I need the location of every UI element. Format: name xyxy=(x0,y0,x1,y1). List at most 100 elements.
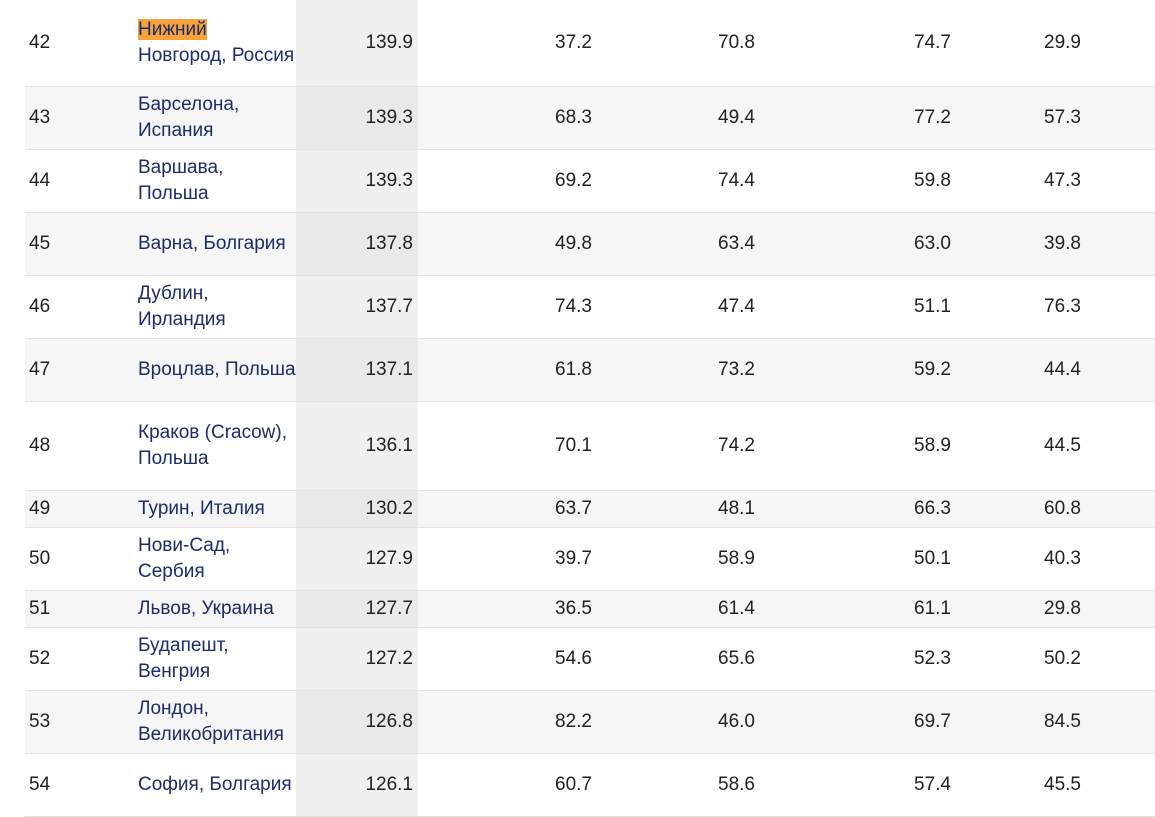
rank-cell: 53 xyxy=(29,710,51,732)
value-cell: 59.8 xyxy=(914,169,951,191)
index-cell: 137.8 xyxy=(296,212,418,275)
city-cell: Турин, Италия xyxy=(120,490,296,527)
city-name: Барселона, Испания xyxy=(138,93,240,141)
city-link[interactable]: Варшава, Польша xyxy=(138,157,223,204)
value-cell: 50.2 xyxy=(1044,647,1081,669)
index-cell: 127.7 xyxy=(296,590,418,627)
table-row: 52 Будапешт, Венгрия 127.2 54.6 65.6 52.3 50.2 xyxy=(25,627,1155,690)
value-cell: 45.5 xyxy=(1044,773,1081,795)
city-link[interactable]: Нижний Новгород, Россия xyxy=(138,18,295,66)
table-row: 49 Турин, Италия 130.2 63.7 48.1 66.3 60.8 xyxy=(25,490,1155,527)
table-row: 45 Варна, Болгария 137.8 49.8 63.4 63.0 39.8 xyxy=(25,212,1155,275)
city-name: Турин, Италия xyxy=(138,497,265,519)
ranking-table-container: 42 Нижний Новгород, Россия 139.9 37.2 70.8 74… xyxy=(25,0,1155,817)
rank-cell: 50 xyxy=(29,547,51,569)
value-cell: 70.1 xyxy=(555,434,592,456)
city-link[interactable]: Львов, Украина xyxy=(138,598,274,619)
value-cell: 63.7 xyxy=(555,497,592,519)
value-cell: 39.7 xyxy=(555,547,592,569)
rank-cell: 54 xyxy=(29,773,51,795)
value-cell: 63.0 xyxy=(914,232,951,254)
index-cell: 127.9 xyxy=(296,527,418,590)
value-cell: 84.5 xyxy=(1044,710,1081,732)
city-link[interactable]: София, Болгария xyxy=(138,774,292,795)
city-name: Нови-Сад, Сербия xyxy=(138,534,231,582)
index-cell: 139.3 xyxy=(296,149,418,212)
value-cell: 29.9 xyxy=(1044,31,1081,53)
rank-cell: 51 xyxy=(29,597,51,619)
index-cell: 130.2 xyxy=(296,490,418,527)
value-cell: 76.3 xyxy=(1044,295,1081,317)
value-cell: 63.4 xyxy=(718,232,755,254)
value-cell: 66.3 xyxy=(914,497,951,519)
city-cell: Львов, Украина xyxy=(120,590,296,627)
city-link[interactable]: Дублин, Ирландия xyxy=(138,283,226,330)
value-cell: 70.8 xyxy=(718,31,755,53)
value-cell: 49.4 xyxy=(718,106,755,128)
table-row: 50 Нови-Сад, Сербия 127.9 39.7 58.9 50.1 40.3 xyxy=(25,527,1155,590)
city-link[interactable]: Барселона, Испания xyxy=(138,94,239,141)
value-cell: 50.1 xyxy=(914,547,951,569)
city-link[interactable]: Турин, Италия xyxy=(138,498,265,519)
city-name: Новгород, Россия xyxy=(138,44,295,66)
table-row: 46 Дублин, Ирландия 137.7 74.3 47.4 51.1 76.3 xyxy=(25,275,1155,338)
table-row: 53 Лондон, Великобритания 126.8 82.2 46.0 69.… xyxy=(25,690,1155,753)
value-cell: 60.8 xyxy=(1044,497,1081,519)
value-cell: 57.4 xyxy=(914,773,951,795)
city-cell: Барселона, Испания xyxy=(120,86,296,149)
rank-cell: 49 xyxy=(29,497,51,519)
index-cell: 126.8 xyxy=(296,690,418,753)
rank-cell: 48 xyxy=(29,434,51,456)
city-name: Вроцлав, Польша xyxy=(138,358,296,380)
value-cell: 48.1 xyxy=(718,497,755,519)
city-cell: Варна, Болгария xyxy=(120,212,296,275)
table-row: 47 Вроцлав, Польша 137.1 61.8 73.2 59.2 44.4 xyxy=(25,338,1155,401)
value-cell: 44.5 xyxy=(1044,434,1081,456)
index-cell: 127.2 xyxy=(296,627,418,690)
value-cell: 58.9 xyxy=(914,434,951,456)
index-cell: 137.7 xyxy=(296,275,418,338)
value-cell: 74.7 xyxy=(914,31,951,53)
city-link[interactable]: Лондон, Великобритания xyxy=(138,698,284,745)
value-cell: 37.2 xyxy=(555,31,592,53)
city-cell: Лондон, Великобритания xyxy=(120,690,296,753)
value-cell: 77.2 xyxy=(914,106,951,128)
value-cell: 69.7 xyxy=(914,710,951,732)
value-cell: 51.1 xyxy=(914,295,951,317)
value-cell: 74.2 xyxy=(718,434,755,456)
index-cell: 139.3 xyxy=(296,86,418,149)
index-cell: 137.1 xyxy=(296,338,418,401)
rank-cell: 44 xyxy=(29,169,51,191)
city-ranking-table: 42 Нижний Новгород, Россия 139.9 37.2 70.8 74… xyxy=(25,0,1155,817)
city-link[interactable]: Нови-Сад, Сербия xyxy=(138,535,230,582)
city-name: Краков (Cracow), Польша xyxy=(138,421,288,469)
value-cell: 40.3 xyxy=(1044,547,1081,569)
value-cell: 44.4 xyxy=(1044,358,1081,380)
city-name: София, Болгария xyxy=(138,773,292,795)
value-cell: 61.1 xyxy=(914,597,951,619)
value-cell: 74.4 xyxy=(718,169,755,191)
value-cell: 52.3 xyxy=(914,647,951,669)
value-cell: 47.4 xyxy=(718,295,755,317)
city-link[interactable]: Вроцлав, Польша xyxy=(138,359,296,380)
city-cell: София, Болгария xyxy=(120,753,296,816)
value-cell: 46.0 xyxy=(718,710,755,732)
city-link[interactable]: Краков (Cracow), Польша xyxy=(138,422,287,469)
value-cell: 58.6 xyxy=(718,773,755,795)
city-link[interactable]: Будапешт, Венгрия xyxy=(138,635,229,682)
index-cell: 126.1 xyxy=(296,753,418,816)
city-cell: Варшава, Польша xyxy=(120,149,296,212)
city-cell: Нижний Новгород, Россия xyxy=(120,0,296,86)
city-name: Дублин, Ирландия xyxy=(138,282,226,330)
table-row: 48 Краков (Cracow), Польша 136.1 70.1 74.2 58… xyxy=(25,401,1155,490)
value-cell: 61.8 xyxy=(555,358,592,380)
value-cell: 69.2 xyxy=(555,169,592,191)
value-cell: 60.7 xyxy=(555,773,592,795)
index-cell: 136.1 xyxy=(296,401,418,490)
index-cell: 139.9 xyxy=(296,0,418,86)
value-cell: 68.3 xyxy=(555,106,592,128)
table-row: 54 София, Болгария 126.1 60.7 58.6 57.4 45.5 xyxy=(25,753,1155,816)
rank-cell: 52 xyxy=(29,647,51,669)
city-link[interactable]: Варна, Болгария xyxy=(138,233,286,254)
value-cell: 39.8 xyxy=(1044,232,1081,254)
